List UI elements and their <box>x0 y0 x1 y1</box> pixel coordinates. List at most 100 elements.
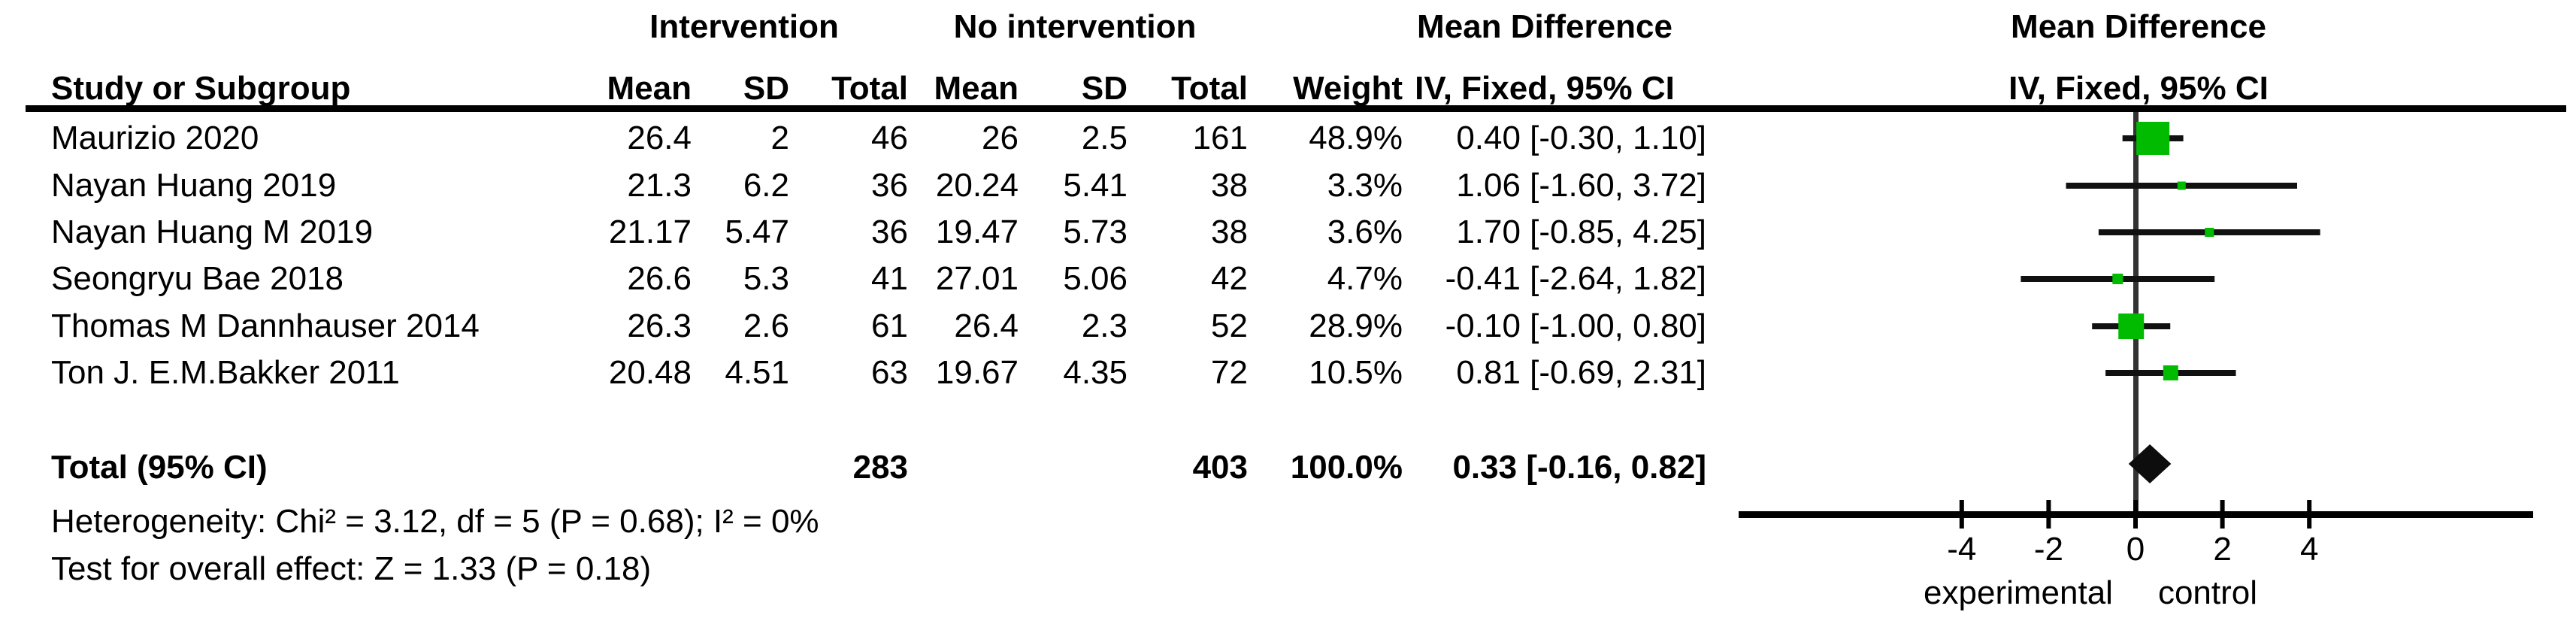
study-weight: 28.9% <box>1309 307 1403 344</box>
study-ci: -0.10 [-1.00, 0.80] <box>1445 307 1706 344</box>
study-name: Ton J. E.M.Bakker 2011 <box>51 354 400 391</box>
study-name: Thomas M Dannhauser 2014 <box>51 307 480 344</box>
study-int-sd: 4.51 <box>725 354 789 391</box>
axis-tick <box>2307 500 2312 529</box>
axis-tick-label: -2 <box>2034 531 2063 568</box>
axis-tick <box>1959 500 1964 529</box>
axis-label-control: control <box>2158 574 2257 611</box>
study-int-sd: 2 <box>770 120 789 156</box>
study-ni-mean: 26 <box>982 120 1019 156</box>
study-int-mean: 21.3 <box>627 167 692 204</box>
ci-line <box>2122 135 2184 141</box>
study-name: Seongryu Bae 2018 <box>51 260 344 297</box>
col-header-ci: IV, Fixed, 95% CI <box>1415 70 1675 107</box>
total-label: Total (95% CI) <box>51 449 268 486</box>
study-ci: 1.06 [-1.60, 3.72] <box>1456 167 1706 204</box>
total-ni-n: 403 <box>1192 449 1248 486</box>
heterogeneity-text: Heterogeneity: Chi² = 3.12, df = 5 (P = … <box>51 503 819 540</box>
col-header-ni-total: Total <box>1171 70 1248 107</box>
study-int-mean: 26.4 <box>627 120 692 156</box>
col-header-weight: Weight <box>1293 70 1403 107</box>
axis-tick-label: -4 <box>1947 531 1976 568</box>
study-int-mean: 26.6 <box>627 260 692 297</box>
group-header-no-intervention: No intervention <box>953 8 1197 45</box>
axis-label-experimental: experimental <box>1924 574 2113 611</box>
study-weight: 3.3% <box>1327 167 1403 204</box>
x-axis <box>1739 511 2533 518</box>
study-ni-total: 42 <box>1211 260 1248 297</box>
study-ni-sd: 2.3 <box>1081 307 1128 344</box>
study-ci: 1.70 [-0.85, 4.25] <box>1456 214 1706 250</box>
study-int-total: 63 <box>871 354 908 391</box>
study-int-sd: 2.6 <box>743 307 789 344</box>
study-name: Nayan Huang 2019 <box>51 167 337 204</box>
study-int-mean: 20.48 <box>608 354 692 391</box>
study-ci: -0.41 [-2.64, 1.82] <box>1445 260 1706 297</box>
study-ni-mean: 26.4 <box>954 307 1019 344</box>
study-name: Nayan Huang M 2019 <box>51 214 374 250</box>
study-int-total: 36 <box>871 214 908 250</box>
col-header-int-mean: Mean <box>607 70 692 107</box>
plot-title-ci: IV, Fixed, 95% CI <box>2008 70 2269 107</box>
study-int-total: 46 <box>871 120 908 156</box>
ci-line <box>2021 276 2215 282</box>
study-ni-sd: 2.5 <box>1081 120 1128 156</box>
zero-line <box>2133 112 2139 514</box>
axis-tick-label: 2 <box>2213 531 2231 568</box>
study-ci: 0.81 [-0.69, 2.31] <box>1456 354 1706 391</box>
study-weight: 3.6% <box>1327 214 1403 250</box>
study-name: Maurizio 2020 <box>51 120 259 156</box>
total-ci-text: 0.33 [-0.16, 0.82] <box>1452 449 1706 486</box>
ci-line <box>2105 370 2236 376</box>
col-header-study: Study or Subgroup <box>51 70 351 107</box>
col-header-ni-mean: Mean <box>934 70 1019 107</box>
effect-square <box>2118 314 2145 339</box>
plot-title-mean-difference: Mean Difference <box>2011 8 2266 45</box>
study-ni-sd: 5.73 <box>1063 214 1128 250</box>
study-ni-mean: 19.47 <box>935 214 1019 250</box>
axis-tick <box>2220 500 2225 529</box>
axis-tick-label: 0 <box>2126 531 2145 568</box>
study-ni-sd: 5.06 <box>1063 260 1128 297</box>
study-ni-total: 38 <box>1211 167 1248 204</box>
study-ci: 0.40 [-0.30, 1.10] <box>1456 120 1706 156</box>
ci-line <box>2098 229 2320 235</box>
col-header-ni-sd: SD <box>1081 70 1128 107</box>
study-weight: 10.5% <box>1309 354 1403 391</box>
overall-effect-text: Test for overall effect: Z = 1.33 (P = 0… <box>51 550 652 587</box>
study-ni-total: 161 <box>1192 120 1248 156</box>
study-int-mean: 26.3 <box>627 307 692 344</box>
col-header-int-total: Total <box>831 70 908 107</box>
study-ni-sd: 5.41 <box>1063 167 1128 204</box>
axis-tick <box>2133 500 2138 529</box>
effect-square <box>2163 365 2178 380</box>
effect-square <box>2177 181 2186 190</box>
effect-square <box>2205 228 2214 237</box>
group-header-intervention: Intervention <box>649 8 839 45</box>
pooled-diamond <box>2128 444 2172 483</box>
study-int-total: 41 <box>871 260 908 297</box>
study-ni-mean: 19.67 <box>935 354 1019 391</box>
effect-square <box>2112 274 2123 284</box>
study-int-mean: 21.17 <box>608 214 692 250</box>
study-ni-total: 38 <box>1211 214 1248 250</box>
study-ni-sd: 4.35 <box>1063 354 1128 391</box>
study-ni-mean: 27.01 <box>935 260 1019 297</box>
total-int-n: 283 <box>852 449 908 486</box>
total-weight: 100.0% <box>1290 449 1403 486</box>
study-ni-mean: 20.24 <box>935 167 1019 204</box>
study-weight: 4.7% <box>1327 260 1403 297</box>
col-header-int-sd: SD <box>743 70 789 107</box>
study-ni-total: 52 <box>1211 307 1248 344</box>
ci-line <box>2066 183 2298 189</box>
study-int-total: 36 <box>871 167 908 204</box>
axis-tick <box>2046 500 2051 529</box>
study-int-sd: 5.47 <box>725 214 789 250</box>
axis-tick-label: 4 <box>2300 531 2318 568</box>
study-int-total: 61 <box>871 307 908 344</box>
ci-line <box>2092 323 2171 329</box>
study-weight: 48.9% <box>1309 120 1403 156</box>
study-int-sd: 5.3 <box>743 260 789 297</box>
study-int-sd: 6.2 <box>743 167 789 204</box>
